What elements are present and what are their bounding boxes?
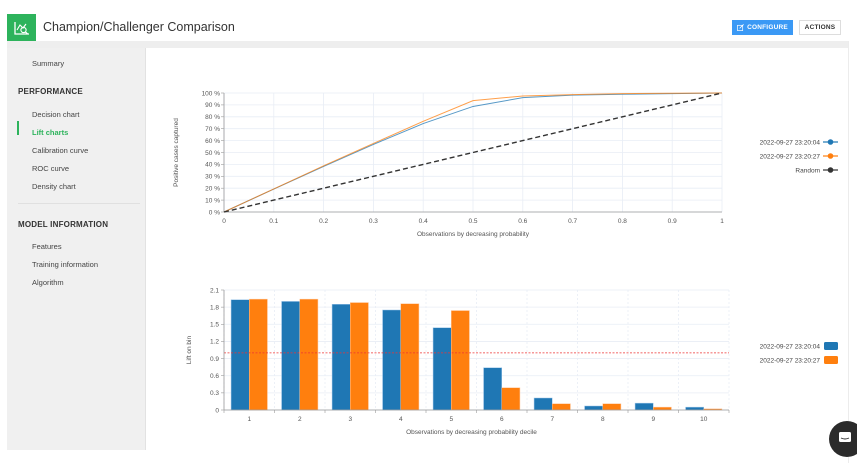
chat-button[interactable] [829, 421, 857, 457]
y-tick-label: 70 % [205, 126, 220, 133]
bar [501, 387, 521, 411]
x-tick-label: 1 [247, 416, 251, 423]
x-tick-label: 3 [348, 416, 352, 423]
bar [584, 405, 604, 411]
sidebar-item-training-information[interactable]: Training information [32, 260, 99, 269]
x-tick-label: 0.3 [369, 218, 378, 225]
y-tick-label: 50 % [205, 150, 220, 157]
y-axis-title: Lift on bin [186, 336, 193, 365]
series-line [223, 92, 723, 213]
y-tick-label: 80 % [205, 114, 220, 121]
x-tick-label: 0 [222, 218, 226, 225]
sidebar-item-density-chart[interactable]: Density chart [32, 182, 76, 191]
bar [382, 309, 402, 411]
y-tick-label: 0.6 [210, 373, 219, 380]
bar [230, 299, 250, 411]
x-axis-title: Observations by decreasing probability [417, 231, 530, 238]
x-tick-label: 9 [651, 416, 655, 423]
y-tick-label: 2.1 [210, 287, 219, 294]
y-tick-label: 90 % [205, 102, 220, 109]
sidebar-item-features[interactable]: Features [32, 242, 62, 251]
y-tick-label: 1.5 [210, 322, 219, 329]
x-tick-label: 0.7 [568, 218, 577, 225]
legend-swatch [824, 342, 838, 350]
sidebar-nav: Summary PERFORMANCE Decision chart Lift … [7, 48, 146, 450]
y-tick-label: 1.8 [210, 304, 219, 311]
x-tick-label: 0.9 [668, 218, 677, 225]
y-axis-title: Positive cases captured [173, 118, 180, 187]
bar [653, 406, 672, 411]
sidebar-item-algorithm[interactable]: Algorithm [32, 278, 64, 287]
legend-label[interactable]: Random [795, 167, 820, 174]
x-tick-label: 2 [298, 416, 302, 423]
legend-label[interactable]: 2022-09-27 23:20:27 [760, 153, 821, 160]
bar [432, 327, 452, 411]
x-tick-label: 0.5 [468, 218, 477, 225]
x-tick-label: 0.4 [419, 218, 428, 225]
sidebar-item-roc-curve[interactable]: ROC curve [32, 164, 70, 173]
x-tick-label: 0.1 [269, 218, 278, 225]
y-tick-label: 100 % [202, 90, 221, 97]
bar [602, 403, 622, 411]
bar [685, 406, 705, 411]
legend-label[interactable]: 2022-09-27 23:20:04 [760, 343, 821, 350]
configure-button[interactable]: CONFIGURE [732, 20, 793, 35]
page-title: Champion/Challenger Comparison [43, 20, 235, 34]
bar [634, 402, 654, 411]
bar [533, 397, 553, 411]
edit-icon [737, 24, 744, 31]
y-tick-label: 0 [215, 407, 219, 414]
bar [350, 302, 369, 411]
series-line [223, 92, 723, 213]
sidebar-heading-model-information: MODEL INFORMATION [18, 220, 109, 229]
sidebar-item-decision-chart[interactable]: Decision chart [32, 110, 80, 119]
x-axis-title: Observations by decreasing probability d… [406, 429, 537, 436]
y-tick-label: 60 % [205, 138, 220, 145]
x-tick-label: 6 [500, 416, 504, 423]
y-tick-label: 40 % [205, 162, 220, 169]
right-edge [848, 41, 857, 463]
x-tick-label: 1 [720, 218, 724, 225]
legend-label[interactable]: 2022-09-27 23:20:27 [760, 357, 821, 364]
header-divider [7, 41, 848, 48]
y-tick-label: 0.9 [210, 356, 219, 363]
bar [451, 310, 470, 411]
bar [483, 367, 503, 411]
sidebar-item-lift-charts[interactable]: Lift charts [32, 128, 69, 137]
bar [281, 301, 301, 411]
bar [331, 304, 351, 411]
bar [299, 298, 319, 411]
y-tick-label: 10 % [205, 197, 220, 204]
bar [552, 403, 571, 411]
x-tick-label: 5 [449, 416, 453, 423]
bar [249, 298, 268, 411]
sidebar-item-summary[interactable]: Summary [32, 59, 65, 68]
y-tick-label: 0.3 [210, 390, 219, 397]
legend-label[interactable]: 2022-09-27 23:20:04 [760, 139, 821, 146]
legend-swatch [824, 356, 838, 364]
x-tick-label: 0.8 [618, 218, 627, 225]
sidebar-heading-performance: PERFORMANCE [18, 87, 83, 96]
configure-label: CONFIGURE [747, 24, 788, 31]
bar [400, 303, 420, 411]
x-tick-label: 0.2 [319, 218, 328, 225]
model-comparison-icon [7, 14, 36, 41]
y-tick-label: 30 % [205, 174, 220, 181]
x-tick-label: 7 [550, 416, 554, 423]
x-tick-label: 10 [700, 416, 708, 423]
actions-button[interactable]: ACTIONS [799, 20, 841, 35]
sidebar-divider [18, 203, 140, 204]
x-tick-label: 8 [601, 416, 605, 423]
active-indicator [17, 121, 19, 135]
x-tick-label: 0.6 [518, 218, 527, 225]
y-tick-label: 20 % [205, 186, 220, 193]
y-tick-label: 1.2 [210, 339, 219, 346]
app-header: Champion/Challenger Comparison CONFIGURE… [0, 0, 857, 41]
x-tick-label: 4 [399, 416, 403, 423]
chat-icon [839, 432, 851, 442]
sidebar-item-calibration-curve[interactable]: Calibration curve [32, 146, 89, 155]
y-tick-label: 0 % [209, 209, 220, 216]
